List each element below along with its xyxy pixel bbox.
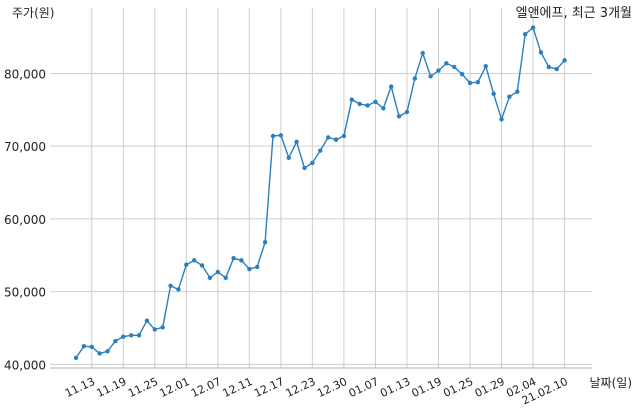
x-tick-label: 12.01 (158, 375, 192, 400)
price-point (262, 239, 268, 245)
x-tick-label: 11.13 (63, 375, 97, 400)
price-point (73, 355, 79, 361)
y-axis-ticks: 40,000 50,000 60,000 70,000 80,000 (4, 67, 46, 372)
price-point (176, 287, 181, 292)
x-tick-label: 12.30 (315, 375, 349, 400)
price-point (341, 133, 347, 139)
price-point (247, 266, 252, 272)
x-tick-label: 11.19 (95, 375, 129, 400)
x-tick-label: 01.19 (410, 375, 444, 400)
y-tick-label: 70,000 (4, 140, 46, 154)
price-point (152, 327, 157, 332)
price-point (81, 343, 87, 349)
price-point (467, 80, 473, 86)
price-point (121, 334, 126, 339)
price-point (113, 338, 118, 344)
price-point (483, 63, 488, 69)
price-point (538, 50, 544, 55)
price-point (310, 160, 315, 166)
price-point (381, 106, 386, 111)
price-point (396, 114, 402, 119)
x-tick-label: 01.13 (378, 375, 412, 400)
x-tick-label: 01.29 (473, 375, 507, 400)
price-point (231, 255, 236, 261)
price-point (452, 64, 457, 70)
x-axis-ticks: 11.1311.1911.2512.0112.0712.1112.1712.23… (63, 375, 570, 407)
price-point (436, 68, 441, 73)
x-tick-label: 12.17 (252, 375, 286, 400)
x-tick-label: 12.23 (284, 375, 318, 400)
price-point (215, 269, 221, 275)
price-point (255, 264, 260, 270)
price-point (199, 263, 205, 268)
price-point (499, 117, 504, 122)
price-point (515, 89, 520, 94)
price-point (389, 84, 394, 89)
price-point (530, 25, 536, 30)
price-point (349, 97, 354, 102)
y-tick-label: 50,000 (4, 286, 46, 300)
price-point (97, 351, 102, 356)
price-point (270, 133, 276, 139)
price-point (286, 155, 291, 161)
price-point (459, 71, 465, 77)
price-series-line (75, 26, 566, 359)
price-point (223, 275, 228, 281)
y-tick-label: 80,000 (4, 67, 46, 81)
x-tick-label: 12.11 (221, 375, 255, 400)
price-point (239, 258, 244, 263)
price-point (160, 325, 165, 330)
price-point (357, 101, 362, 107)
price-point (562, 58, 567, 63)
price-point (333, 137, 339, 142)
price-point (554, 66, 559, 72)
x-tick-label: 01.25 (441, 375, 475, 400)
x-tick-label: 12.07 (189, 375, 223, 400)
price-point (105, 349, 110, 354)
price-point (144, 318, 150, 323)
price-point (428, 74, 433, 79)
price-point (522, 31, 528, 37)
price-point (365, 103, 370, 108)
price-point (420, 50, 425, 56)
y-axis-label: 주가(원) (12, 6, 54, 20)
price-point (184, 262, 189, 267)
chart-title: 엘앤에프, 최근 3개월 (516, 6, 632, 21)
price-point (404, 109, 410, 115)
price-point (412, 76, 418, 81)
price-point (373, 99, 378, 105)
price-point (491, 91, 496, 97)
price-point (294, 139, 299, 145)
price-point (278, 133, 284, 138)
x-tick-label: 01.07 (347, 375, 381, 400)
grid (50, 8, 592, 368)
price-point (168, 283, 173, 289)
price-point (507, 94, 512, 99)
price-point (207, 275, 213, 281)
price-point (475, 79, 481, 85)
x-axis-label: 날짜(일) (590, 376, 632, 390)
price-point (325, 135, 331, 140)
y-tick-label: 40,000 (4, 358, 46, 372)
series (73, 25, 567, 361)
price-point (128, 333, 134, 338)
x-tick-label: 11.25 (126, 375, 160, 400)
price-point (546, 64, 551, 70)
price-point (89, 344, 94, 350)
price-point (192, 258, 197, 263)
price-point (302, 165, 307, 171)
price-point (444, 61, 449, 66)
price-point (136, 333, 142, 338)
price-point (318, 148, 323, 153)
y-tick-label: 60,000 (4, 213, 46, 227)
